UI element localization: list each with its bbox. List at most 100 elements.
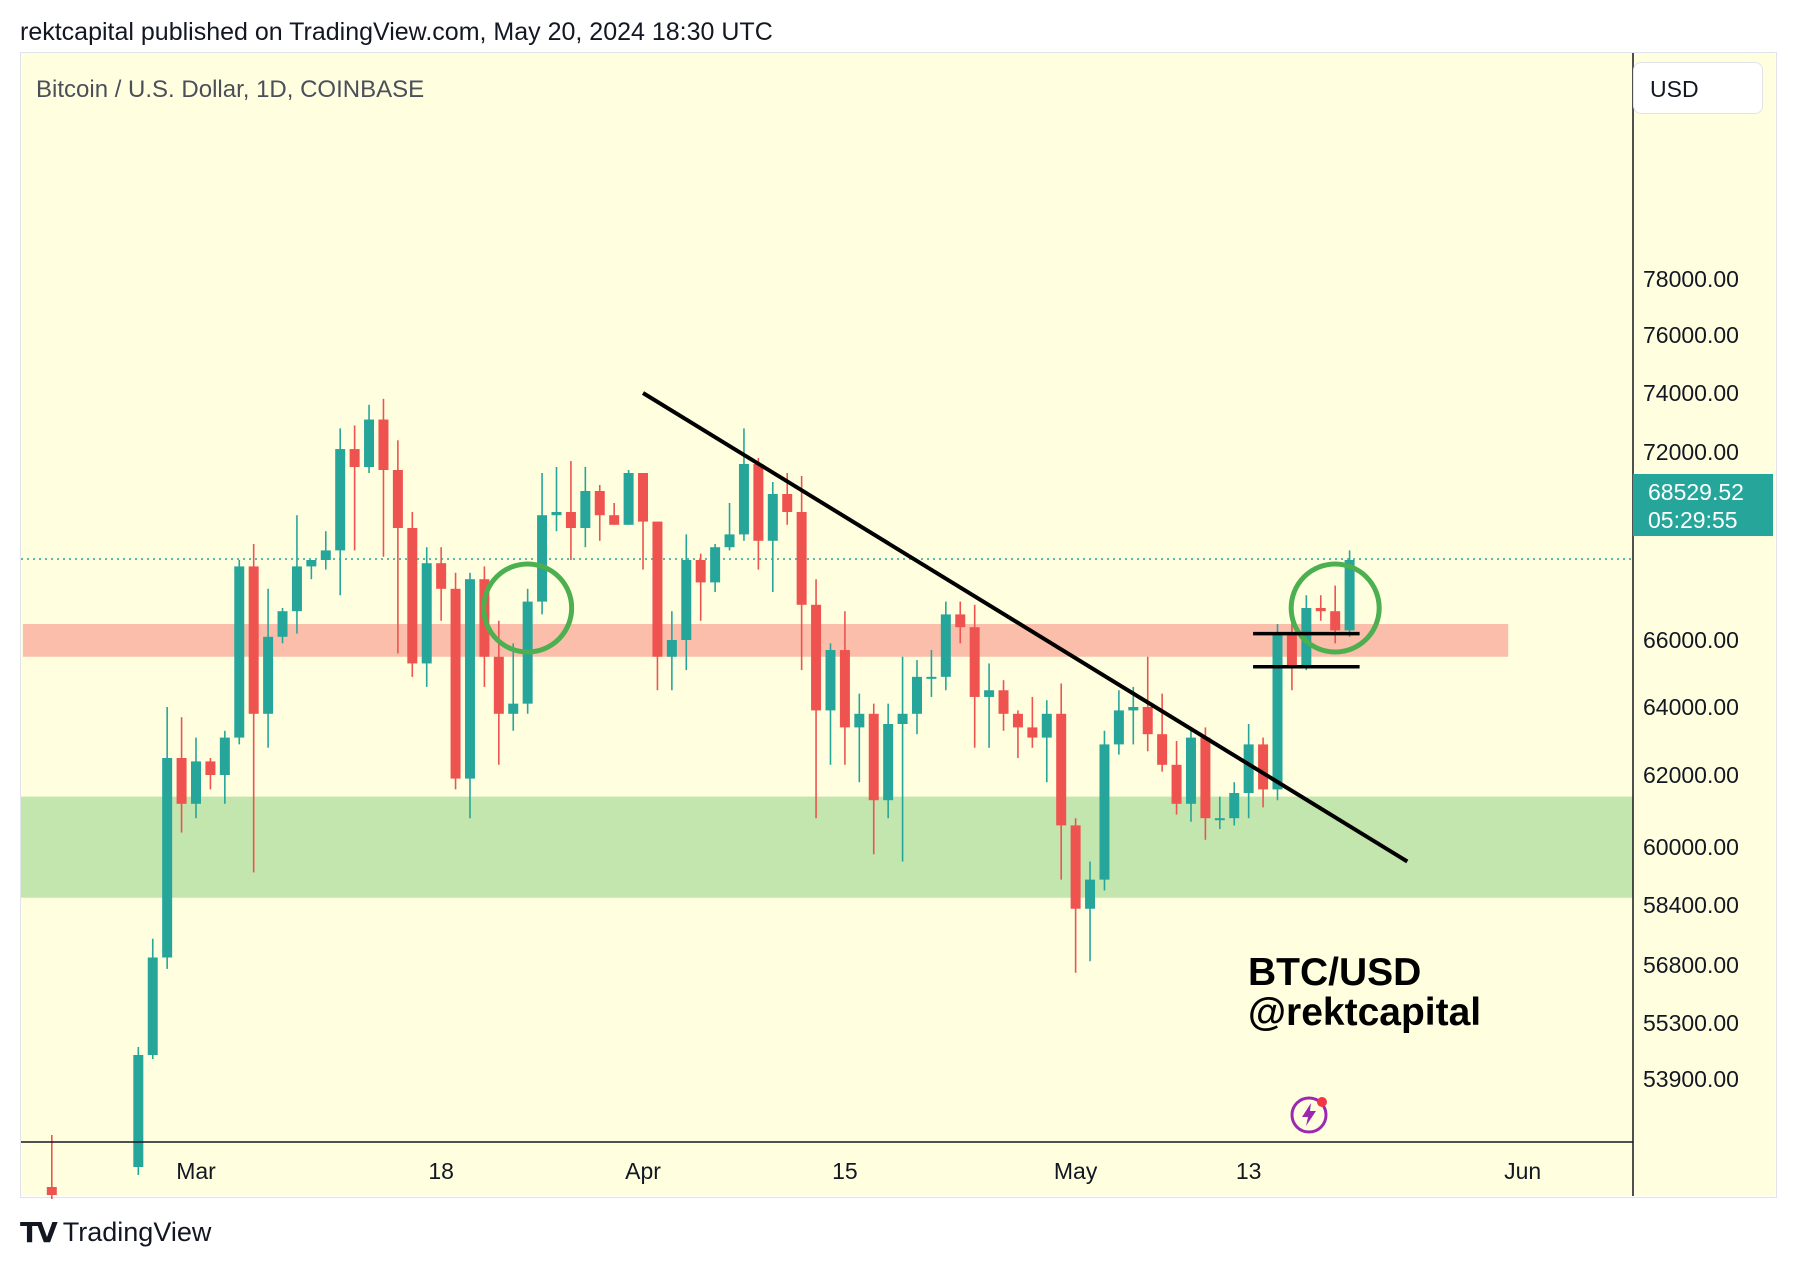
time-tick-label: May: [1054, 1158, 1098, 1184]
candles-layer: [46, 398, 1355, 1199]
candle: [1085, 861, 1096, 962]
plot-background: [21, 53, 1633, 1142]
price-tick-label: 55300.00: [1643, 1010, 1739, 1036]
candle: [955, 601, 966, 644]
candle-body: [681, 560, 692, 640]
candle: [234, 560, 245, 745]
candle: [537, 473, 548, 615]
candle: [738, 428, 749, 541]
candle-body: [984, 690, 995, 697]
candle-body: [811, 604, 822, 711]
candle: [940, 601, 951, 691]
candle: [825, 643, 836, 765]
candle: [1070, 818, 1081, 973]
candle-body: [133, 1055, 144, 1167]
candle-body: [998, 690, 1009, 714]
tradingview-logo-icon[interactable]: TV: [20, 1216, 58, 1249]
candle-body: [176, 758, 187, 804]
candle-body: [753, 464, 764, 541]
price-tag: 68529.52 05:29:55: [1633, 474, 1773, 536]
candle: [306, 560, 317, 580]
candle-body: [277, 611, 288, 637]
candle-body: [537, 515, 548, 602]
candle: [493, 620, 504, 765]
candle: [436, 547, 447, 621]
price-tick-label: 53900.00: [1643, 1066, 1739, 1092]
candle: [565, 461, 576, 560]
candle-body: [695, 560, 706, 583]
candle: [695, 553, 706, 621]
price-axis[interactable]: 78000.0076000.0074000.0072000.0070000.00…: [1643, 266, 1739, 1092]
price-tick-label: 64000.00: [1643, 694, 1739, 720]
candle: [594, 485, 605, 541]
candle: [796, 476, 807, 671]
candle: [1243, 724, 1254, 819]
candle: [176, 717, 187, 833]
candle: [998, 680, 1009, 731]
candle: [162, 707, 173, 969]
candle: [1229, 782, 1240, 826]
price-tag-price: 68529.52: [1648, 479, 1744, 505]
candle-body: [738, 464, 749, 535]
candle-body: [580, 491, 591, 528]
candle-body: [508, 703, 519, 714]
candle-body: [191, 761, 201, 804]
candle: [912, 660, 922, 735]
candle-body: [1344, 560, 1355, 631]
candle-body: [436, 563, 447, 589]
price-tick-label: 72000.00: [1643, 439, 1739, 465]
price-tag-box: [1633, 474, 1773, 536]
candle: [508, 643, 519, 731]
candle-body: [767, 494, 778, 541]
candle: [147, 938, 158, 1059]
candle: [364, 404, 375, 473]
support-zone: [21, 796, 1633, 898]
candle-body: [147, 957, 158, 1055]
candle: [868, 703, 879, 855]
candle-body: [883, 724, 894, 801]
candle-body: [1128, 707, 1139, 711]
candle: [335, 428, 346, 596]
candle-body: [955, 614, 966, 628]
candle: [1157, 693, 1168, 772]
candle: [1128, 686, 1139, 745]
candle-body: [868, 713, 879, 801]
candle: [349, 425, 360, 551]
candle: [710, 544, 721, 592]
lightning-icon[interactable]: [1289, 1094, 1329, 1134]
footer-brand[interactable]: TradingView: [62, 1217, 212, 1247]
candle: [421, 547, 432, 687]
candle: [450, 572, 461, 790]
candle-body: [205, 761, 216, 775]
candle-body: [1027, 727, 1038, 738]
chart-title: Bitcoin / U.S. Dollar, 1D, COINBASE: [36, 76, 424, 103]
candle: [681, 534, 692, 671]
candle: [46, 1135, 57, 1199]
candle-body: [1200, 737, 1211, 819]
currency-selector[interactable]: USD: [1633, 62, 1763, 114]
candle-body: [1085, 879, 1096, 909]
candle-body: [1041, 713, 1052, 738]
candle: [291, 515, 302, 634]
candle: [1012, 710, 1023, 758]
annotations-layer: [481, 391, 1409, 864]
candle: [1171, 741, 1182, 815]
time-axis[interactable]: Mar 18 Apr 15 May 13 Jun: [176, 1158, 1541, 1184]
candle-body: [219, 737, 230, 775]
candle-body: [1157, 734, 1168, 765]
candle-body: [1185, 737, 1196, 804]
candle: [1185, 727, 1196, 822]
candle: [854, 693, 865, 783]
candle: [609, 503, 620, 525]
candle-body: [897, 713, 908, 724]
time-tick-label: 13: [1236, 1158, 1262, 1184]
candle-body: [1214, 818, 1225, 821]
candle: [277, 608, 288, 644]
candle: [378, 398, 389, 557]
candle: [1286, 617, 1297, 691]
time-tick-label: Jun: [1504, 1158, 1541, 1184]
candle-body: [349, 449, 360, 467]
candle: [1272, 624, 1283, 801]
candle: [724, 503, 735, 551]
